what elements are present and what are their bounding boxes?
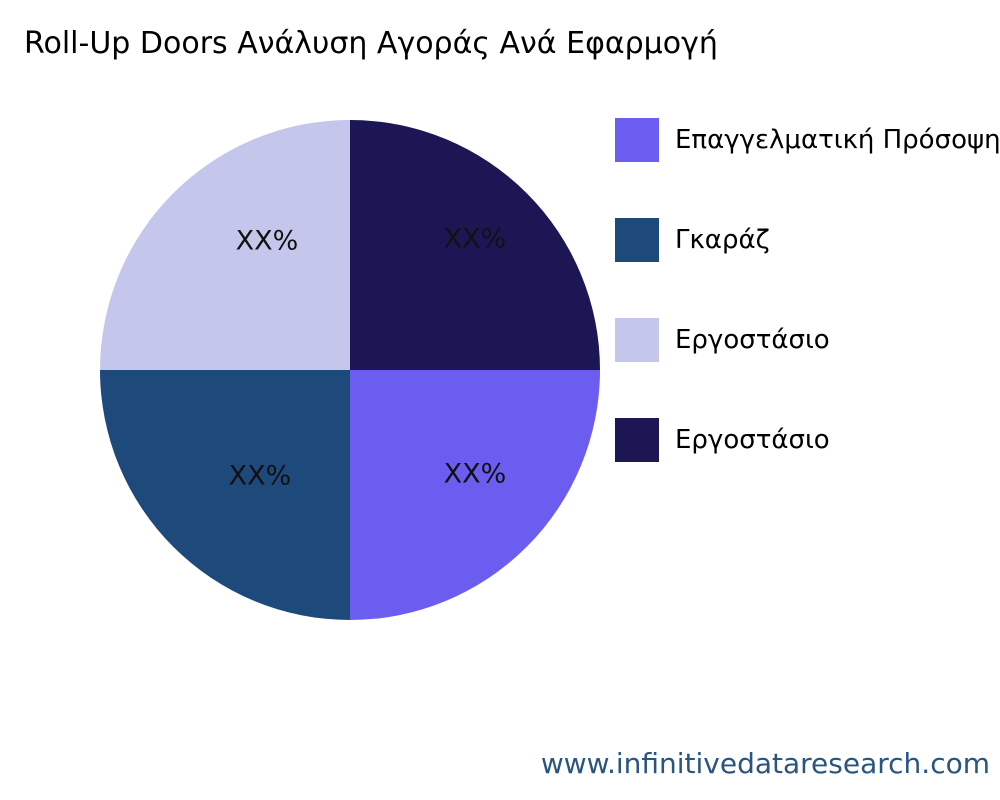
legend-item-label: Εργοστάσιο bbox=[675, 425, 830, 455]
legend-item-label: Γκαράζ bbox=[675, 225, 770, 255]
pie-slice-top-left[interactable] bbox=[100, 120, 350, 370]
page-title: Roll-Up Doors Ανάλυση Αγοράς Ανά Εφαρμογ… bbox=[24, 26, 718, 61]
legend-item[interactable]: Επαγγελματική Πρόσοψη bbox=[615, 118, 1000, 162]
legend: Επαγγελματική Πρόσοψη Γκαράζ Εργοστάσιο … bbox=[615, 118, 1000, 518]
pie-slice-label-top-right: XX% bbox=[444, 224, 507, 255]
legend-item[interactable]: Εργοστάσιο bbox=[615, 418, 1000, 462]
legend-item[interactable]: Γκαράζ bbox=[615, 218, 1000, 262]
legend-item[interactable]: Εργοστάσιο bbox=[615, 318, 1000, 362]
pie-slice-label-bottom-right: XX% bbox=[444, 459, 507, 490]
pie-slice-bottom-left[interactable] bbox=[100, 370, 350, 620]
legend-item-label: Επαγγελματική Πρόσοψη bbox=[675, 125, 1000, 155]
pie-slice-label-top-left: XX% bbox=[236, 226, 299, 257]
legend-color-swatch bbox=[615, 218, 659, 262]
pie-slice-label-bottom-left: XX% bbox=[229, 461, 292, 492]
pie-slice-bottom-right[interactable] bbox=[350, 370, 600, 620]
legend-item-label: Εργοστάσιο bbox=[675, 325, 830, 355]
legend-color-swatch bbox=[615, 418, 659, 462]
source-url[interactable]: www.infinitivedataresearch.com bbox=[540, 747, 990, 780]
legend-color-swatch bbox=[615, 318, 659, 362]
legend-color-swatch bbox=[615, 118, 659, 162]
pie-slice-top-right[interactable] bbox=[350, 120, 600, 370]
pie-chart: XX% XX% XX% XX% bbox=[100, 120, 600, 620]
